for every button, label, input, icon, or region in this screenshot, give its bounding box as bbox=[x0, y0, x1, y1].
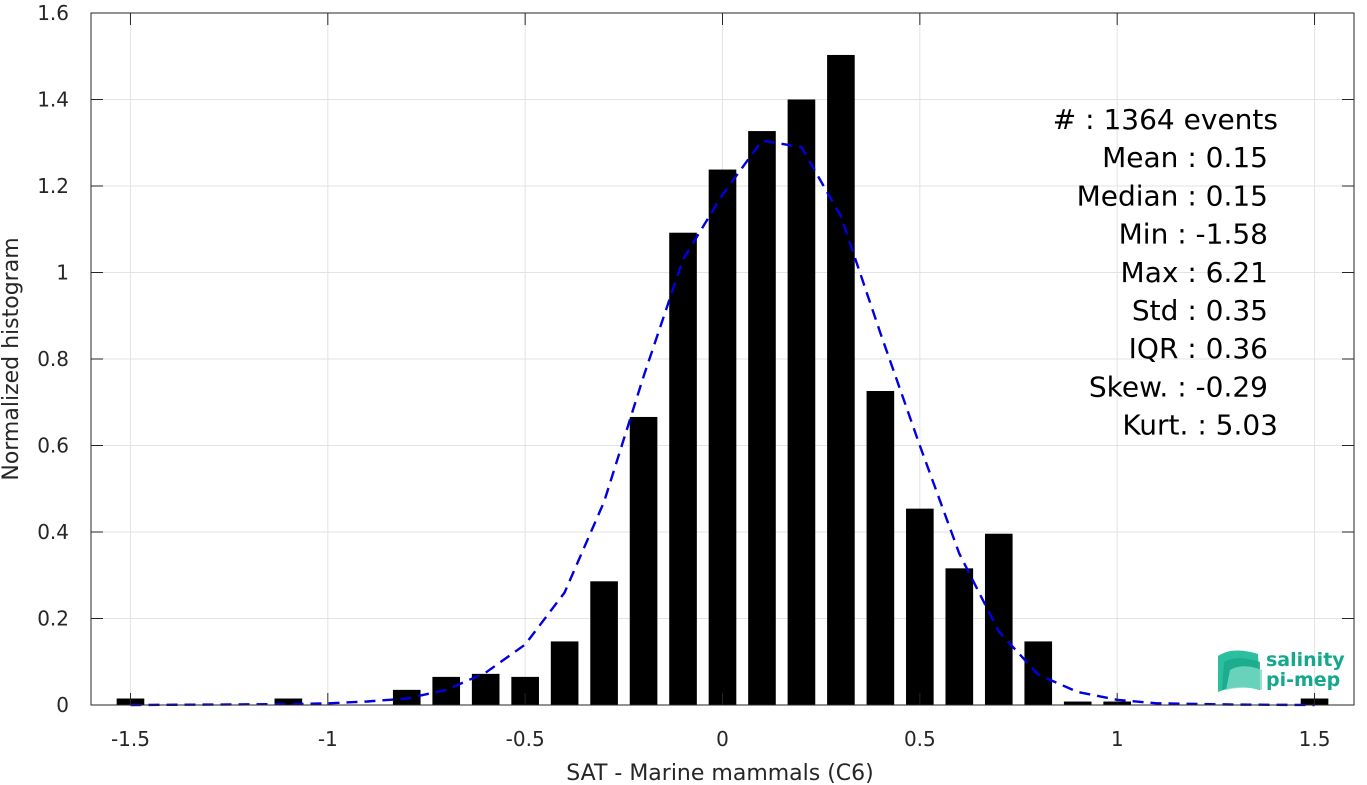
stat-line: Max : 6.21 bbox=[1121, 256, 1268, 289]
histogram-bar bbox=[945, 568, 974, 705]
histogram-bar bbox=[629, 416, 658, 705]
histogram-bar bbox=[471, 673, 500, 705]
x-axis-label: SAT - Marine mammals (C6) bbox=[566, 761, 874, 785]
histogram-bar bbox=[274, 698, 303, 705]
x-tick-label: -1 bbox=[318, 727, 338, 751]
stat-line: # : 1364 events bbox=[1053, 103, 1278, 136]
x-tick-label: -1.5 bbox=[111, 727, 150, 751]
stat-line: Skew. : -0.29 bbox=[1089, 370, 1268, 403]
histogram-bar bbox=[590, 581, 618, 705]
axis-ticks bbox=[91, 12, 1354, 706]
stat-line: Median : 0.15 bbox=[1077, 179, 1268, 212]
wave-icon bbox=[1218, 650, 1262, 692]
y-tick-label: 1 bbox=[56, 261, 69, 285]
histogram-bar bbox=[984, 533, 1013, 705]
histogram-bar bbox=[708, 169, 737, 705]
x-tick-label: 1.5 bbox=[1299, 727, 1331, 751]
y-tick-label: 1.4 bbox=[37, 88, 69, 112]
y-tick-label: 0.2 bbox=[37, 607, 69, 631]
stat-line: Std : 0.35 bbox=[1132, 294, 1268, 327]
stat-line: IQR : 0.36 bbox=[1129, 332, 1268, 365]
histogram-bar bbox=[1063, 701, 1092, 705]
y-tick-labels: 0 0.2 0.4 0.6 0.8 1 1.2 1.4 1.6 bbox=[37, 1, 69, 717]
y-tick-label: 1.6 bbox=[37, 1, 69, 25]
histogram-bar bbox=[550, 641, 579, 705]
logo-text-salinity: salinity bbox=[1266, 649, 1345, 671]
x-tick-labels: -1.5 -1 -0.5 0 0.5 1 1.5 bbox=[111, 727, 1330, 751]
histogram-bar bbox=[748, 131, 776, 705]
stat-line: Mean : 0.15 bbox=[1102, 141, 1268, 174]
statistics-box: # : 1364 events Mean : 0.15 Median : 0.15 M… bbox=[1053, 103, 1278, 442]
stat-line: Min : -1.58 bbox=[1119, 218, 1268, 251]
y-tick-label: 0.6 bbox=[37, 434, 69, 458]
x-tick-label: 0 bbox=[716, 727, 729, 751]
salinity-pi-mep-logo: salinity pi-mep bbox=[1218, 649, 1345, 692]
x-tick-label: -0.5 bbox=[506, 727, 545, 751]
y-tick-label: 1.2 bbox=[37, 174, 69, 198]
histogram-bar bbox=[787, 99, 816, 705]
y-tick-label: 0.4 bbox=[37, 520, 69, 544]
y-tick-label: 0 bbox=[56, 693, 69, 717]
y-tick-label: 0.8 bbox=[37, 347, 69, 371]
x-tick-label: 0.5 bbox=[904, 727, 936, 751]
y-axis-label: Normalized histogram bbox=[0, 237, 24, 480]
histogram-bars bbox=[116, 54, 1329, 705]
stat-line: Kurt. : 5.03 bbox=[1122, 409, 1278, 442]
histogram-bar bbox=[669, 232, 697, 705]
x-tick-label: 1 bbox=[1111, 727, 1124, 751]
fit-curve-line bbox=[130, 139, 1315, 707]
logo-text-pi-mep: pi-mep bbox=[1266, 669, 1340, 691]
histogram-bar bbox=[866, 391, 895, 705]
histogram-bar bbox=[906, 508, 934, 705]
histogram-bar bbox=[827, 54, 855, 705]
